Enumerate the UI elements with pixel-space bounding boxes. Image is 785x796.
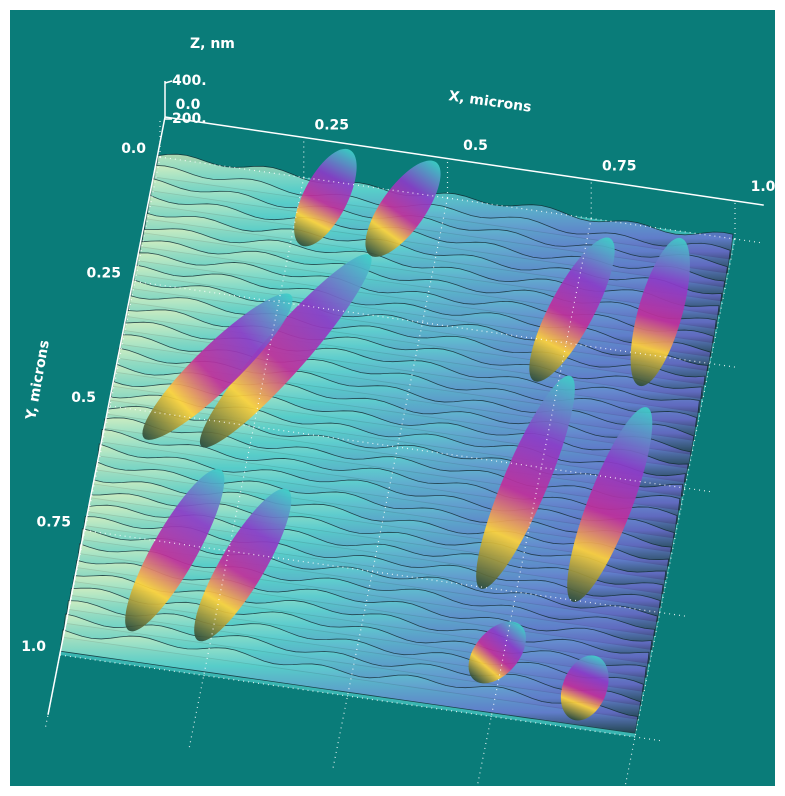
z-axis-title: Z, nm [190, 36, 235, 52]
x-tick-label: 1.0 [751, 179, 776, 195]
y-tick-label: 0.5 [71, 390, 96, 406]
z-tick-label: 200. [172, 111, 207, 127]
chart: 0.00.250.50.751.00.00.250.50.751.0200.40… [0, 0, 785, 796]
x-tick-label: 0.75 [602, 159, 637, 175]
surface [60, 140, 735, 737]
x-tick-label: 0.25 [314, 118, 349, 134]
y-tick-label: 1.0 [21, 639, 46, 655]
z-tick-label: 400. [172, 73, 207, 89]
x-tick-label: 0.5 [463, 138, 488, 154]
y-tick-label: 0.25 [86, 266, 121, 282]
y-tick-label: 0.0 [121, 141, 146, 157]
y-tick-label: 0.75 [36, 515, 71, 531]
